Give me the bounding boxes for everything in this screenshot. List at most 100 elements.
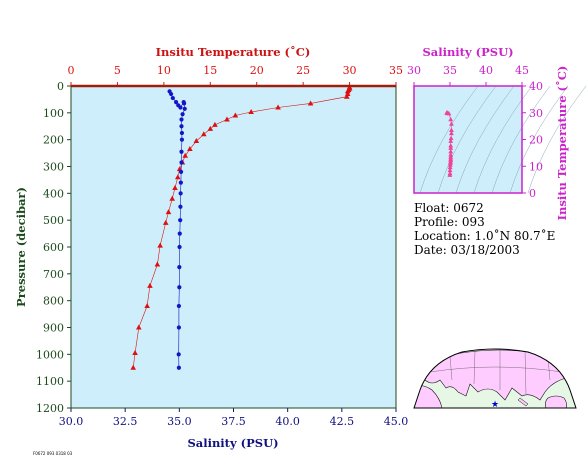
map-land-sumatra xyxy=(517,397,529,407)
map-outline xyxy=(413,348,577,409)
pressure-axis-ticks: 0 100 200 300 400 500 600 700 800 900 1000 1100 1200 xyxy=(36,80,71,415)
location-map: ★ xyxy=(413,348,577,410)
pressure-tick-label: 100 xyxy=(43,107,64,120)
ts-marker xyxy=(448,145,454,150)
temperature-marker xyxy=(165,209,172,215)
map-land-eurasia xyxy=(424,349,567,401)
pressure-tick-label: 400 xyxy=(43,187,64,200)
temperature-tick-label: 20 xyxy=(250,64,264,77)
salinity-marker xyxy=(179,124,184,129)
profile-number: Profile: 093 xyxy=(414,215,485,229)
salinity-axis-title: Salinity (PSU) xyxy=(187,436,278,450)
temperature-marker xyxy=(182,152,189,158)
salinity-marker xyxy=(170,95,175,101)
temperature-marker xyxy=(132,349,138,355)
pressure-tick-label: 500 xyxy=(43,214,64,227)
salinity-marker xyxy=(182,101,187,106)
salinity-marker xyxy=(180,112,185,117)
ts-marker xyxy=(447,172,453,177)
salinity-marker xyxy=(169,91,174,97)
ts-marker xyxy=(449,130,454,136)
temperature-marker xyxy=(147,282,153,288)
ts-marker xyxy=(448,148,454,154)
salinity-marker xyxy=(179,130,185,136)
ts-markers xyxy=(444,110,454,177)
ts-marker xyxy=(448,116,454,122)
density-isoline xyxy=(527,85,587,194)
ts-plot-background xyxy=(414,86,522,193)
temperature-tick-label: 5 xyxy=(114,64,121,77)
temperature-marker xyxy=(135,324,142,330)
ts-temperature-tick-label: 0 xyxy=(529,187,536,200)
pressure-tick-label: 800 xyxy=(43,295,64,308)
pressure-tick-label: 1000 xyxy=(36,348,64,361)
density-isoline xyxy=(509,85,569,194)
density-isoline xyxy=(455,85,515,194)
ts-marker xyxy=(448,138,454,143)
map-landmasses xyxy=(414,349,567,408)
salinity-marker xyxy=(176,325,181,330)
salinity-marker xyxy=(178,218,183,223)
temperature-marker xyxy=(248,109,254,115)
temperature-marker xyxy=(224,116,230,122)
salinity-tick-label: 35.0 xyxy=(167,415,192,428)
density-isolines xyxy=(419,85,587,194)
salinity-tick-label: 30.0 xyxy=(59,415,84,428)
salinity-marker xyxy=(178,169,184,174)
salinity-tick-label: 32.5 xyxy=(113,415,138,428)
density-isoline xyxy=(473,85,533,194)
temperature-axis-title: Insitu Temperature (˚C) xyxy=(156,45,311,59)
salinity-marker xyxy=(176,352,181,357)
map-land-australia xyxy=(545,395,567,408)
ts-marker xyxy=(449,121,454,126)
temperature-tick-label: 25 xyxy=(296,64,310,77)
temperature-marker xyxy=(162,219,169,225)
salinity-marker xyxy=(179,149,184,154)
temperature-marker xyxy=(174,174,181,180)
temperature-marker xyxy=(187,146,193,152)
temperature-marker xyxy=(157,242,163,248)
temperature-marker xyxy=(172,184,178,190)
temperature-marker xyxy=(275,104,281,110)
temperature-tick-label: 0 xyxy=(68,64,75,77)
pressure-tick-label: 200 xyxy=(43,134,64,147)
temperature-marker xyxy=(154,261,161,267)
temperature-marker xyxy=(144,303,150,309)
pressure-tick-label: 0 xyxy=(57,80,64,93)
salinity-marker xyxy=(177,244,182,250)
pressure-tick-label: 300 xyxy=(43,161,64,174)
ts-salinity-tick-label: 30 xyxy=(407,64,421,77)
ts-salinity-tick-label: 45 xyxy=(515,64,529,77)
salinity-marker xyxy=(179,137,185,142)
salinity-marker xyxy=(173,100,179,105)
temperature-marker xyxy=(344,88,351,94)
salinity-marker xyxy=(179,117,184,122)
temperature-marker xyxy=(200,131,207,137)
temperature-marker xyxy=(130,364,137,370)
temperature-marker xyxy=(212,121,218,127)
ts-marker xyxy=(447,164,453,170)
ts-marker xyxy=(447,162,453,167)
temperature-marker xyxy=(169,195,176,201)
salinity-marker xyxy=(178,180,183,185)
profile-plot-background xyxy=(71,86,396,408)
ts-marker xyxy=(448,143,454,148)
ts-salinity-axis-title: Salinity (PSU) xyxy=(422,45,513,59)
pressure-tick-label: 700 xyxy=(43,268,64,281)
salinity-marker xyxy=(176,303,181,309)
temperature-tick-label: 15 xyxy=(203,64,217,77)
salinity-marker xyxy=(182,106,187,111)
temperature-axis-ticks: 0 5 10 15 20 25 30 35 xyxy=(68,64,403,86)
pressure-tick-label: 900 xyxy=(43,322,64,335)
temperature-marker xyxy=(232,112,239,118)
float-info-block: Float: 0672 Profile: 093 Location: 1.0˚N… xyxy=(414,201,555,257)
density-isoline xyxy=(419,85,479,194)
temperature-tick-label: 35 xyxy=(389,64,403,77)
ts-temperature-tick-label: 20 xyxy=(529,134,543,147)
pressure-tick-label: 600 xyxy=(43,241,64,254)
ts-marker xyxy=(448,135,454,140)
ts-marker xyxy=(446,110,452,116)
profile-panel: 0100200300400500600700800900100011001200… xyxy=(14,45,408,450)
